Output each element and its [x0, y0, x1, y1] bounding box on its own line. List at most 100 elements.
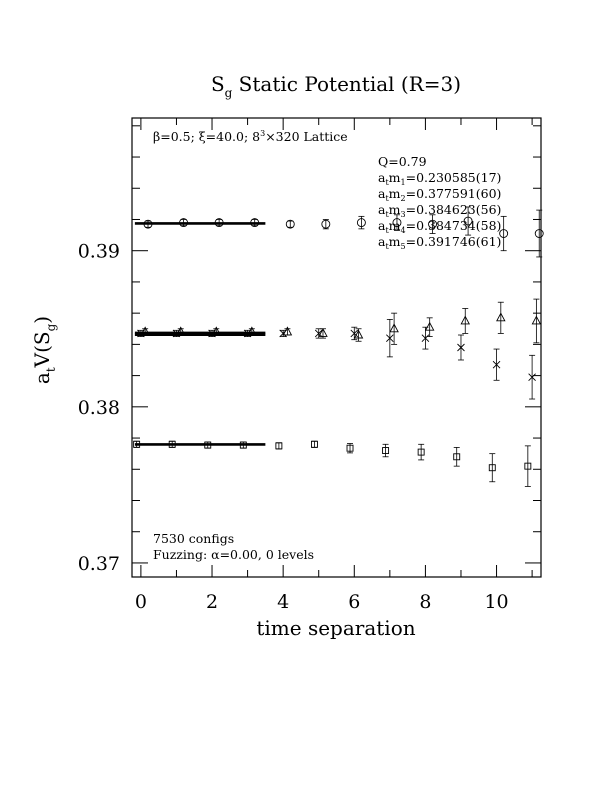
fit-mass-3: atm3=0.384623(56)	[378, 202, 501, 219]
triangle-marker	[389, 323, 399, 333]
y-axis-label: atV(Sg)	[30, 316, 58, 384]
data-point	[175, 326, 186, 336]
square-marker	[133, 440, 141, 448]
cross-marker	[492, 360, 501, 369]
circle-marker	[392, 218, 402, 228]
square-marker	[168, 440, 176, 448]
data-point	[247, 326, 257, 336]
fit-mass-5: atm5=0.391746(61)	[378, 234, 501, 251]
data-point	[524, 445, 532, 487]
circle-marker	[499, 229, 509, 238]
data-point	[208, 329, 216, 338]
circle-marker	[250, 218, 260, 228]
square-marker	[239, 441, 247, 449]
series-triangle	[140, 298, 542, 345]
data-point	[346, 443, 354, 454]
data-point	[496, 301, 506, 334]
fit-mass-4: atm4=0.384734(58)	[378, 218, 501, 235]
data-point	[424, 317, 435, 337]
circle-marker	[214, 218, 224, 228]
data-point	[534, 209, 544, 258]
data-point	[492, 348, 501, 381]
data-point	[321, 219, 331, 230]
x-tick-label: 8	[419, 591, 431, 613]
triangle-marker	[282, 326, 293, 336]
data-points	[133, 206, 544, 487]
square-marker	[310, 440, 318, 448]
x-axis-label: time separation	[256, 616, 415, 640]
circle-marker	[428, 219, 437, 229]
axis-ticks	[132, 118, 541, 577]
triangle-marker	[496, 312, 506, 322]
circle-marker	[321, 219, 331, 229]
triangle-marker	[140, 326, 150, 336]
data-point	[179, 218, 189, 228]
fit-mass-1: atm1=0.230585(17)	[378, 170, 501, 187]
data-point	[428, 214, 437, 234]
square-marker	[453, 453, 461, 461]
fit-info: Q=0.79 atm1=0.230585(17) atm2=0.377591(6…	[378, 154, 501, 251]
triangle-marker	[424, 321, 435, 331]
cross-marker	[386, 334, 394, 342]
x-tick-label: 10	[484, 591, 508, 613]
square-marker	[524, 462, 532, 470]
data-point	[211, 326, 222, 336]
circle-marker	[356, 218, 366, 228]
data-point	[356, 215, 366, 230]
data-point	[285, 219, 295, 229]
x-tick-label: 6	[348, 591, 360, 613]
triangle-marker	[531, 315, 542, 325]
data-point	[453, 447, 461, 467]
circle-marker	[143, 219, 153, 229]
cross-marker	[314, 329, 323, 338]
chart-title: Sg Static Potential (R=3)	[211, 72, 461, 100]
series-cross	[137, 318, 536, 400]
x-tick-label: 0	[135, 591, 147, 613]
data-point	[499, 215, 509, 252]
data-point	[460, 308, 470, 334]
data-point	[214, 218, 224, 228]
series-circle	[143, 206, 544, 258]
data-point	[140, 326, 150, 336]
cross-marker	[421, 334, 430, 342]
fuzzing-note: Fuzzing: α=0.00, 0 levels	[153, 547, 314, 562]
data-point	[168, 440, 176, 448]
circle-marker	[179, 218, 189, 228]
y-tick-label: 0.39	[78, 241, 120, 263]
data-point	[392, 214, 402, 231]
triangle-marker	[211, 326, 222, 336]
circle-marker	[285, 219, 295, 229]
data-point	[353, 328, 364, 342]
x-tick-labels: 0 2 4 6 8 10	[135, 591, 509, 613]
data-point	[389, 312, 399, 345]
data-point	[204, 441, 212, 449]
data-point	[275, 442, 283, 450]
square-marker	[417, 448, 425, 456]
data-point	[243, 329, 252, 338]
triangle-marker	[175, 326, 186, 336]
data-point	[386, 318, 394, 358]
data-point	[382, 443, 390, 458]
fit-mass-2: atm2=0.377591(60)	[378, 186, 501, 203]
triangle-marker	[460, 315, 470, 325]
data-point	[318, 327, 328, 339]
data-point	[282, 326, 293, 336]
x-tick-label: 2	[206, 591, 218, 613]
triangle-marker	[353, 329, 364, 339]
data-point	[250, 218, 260, 228]
data-point	[463, 206, 473, 236]
square-marker	[346, 444, 354, 452]
series-square	[133, 440, 532, 487]
square-marker	[382, 447, 390, 454]
square-marker	[488, 464, 496, 472]
data-point	[133, 440, 141, 448]
triangle-marker	[247, 326, 257, 336]
lattice-note: β=0.5; ξ=40.0; 83×320 Lattice	[153, 129, 348, 144]
fit-lines	[134, 222, 266, 446]
configs-note: 7530 configs	[153, 531, 234, 546]
data-point	[488, 453, 496, 483]
cross-marker	[528, 373, 536, 381]
square-marker	[275, 442, 283, 450]
y-tick-label: 0.38	[78, 397, 120, 419]
